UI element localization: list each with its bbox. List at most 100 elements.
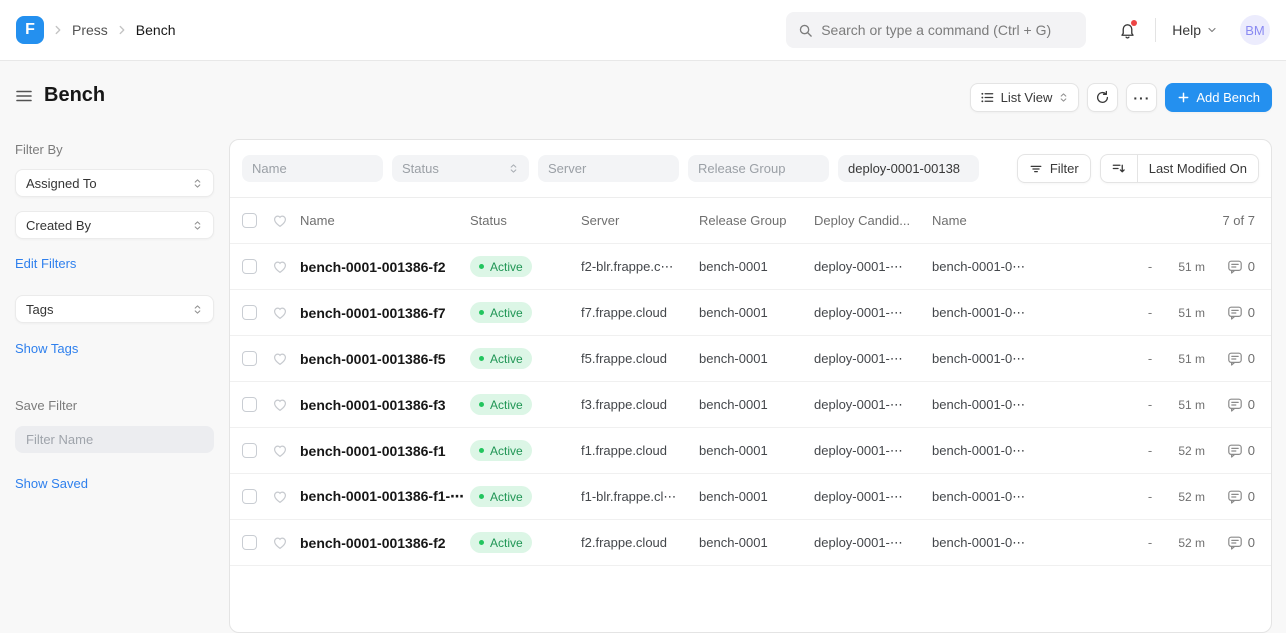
more-options-button[interactable]: ··· [1126, 83, 1158, 112]
help-menu[interactable]: Help [1172, 22, 1218, 38]
table-row[interactable]: bench-0001-001386-f3 Active f3.frappe.cl… [230, 382, 1271, 428]
sort-control[interactable]: Last Modified On [1099, 154, 1259, 183]
table-row[interactable]: bench-0001-001386-f5 Active f5.frappe.cl… [230, 336, 1271, 382]
toolbar: List View ··· Add Bench [229, 83, 1272, 112]
status-dot-icon [479, 448, 484, 453]
deploy-candidate-cell: deploy-0001-⋯ [814, 442, 903, 458]
favorite-icon[interactable] [272, 489, 300, 505]
chevron-right-icon [51, 23, 65, 37]
list-view-icon [980, 90, 995, 105]
column-name-2: Name [932, 213, 967, 228]
bench-name: bench-0001-001386-f2 [300, 534, 446, 551]
row-count: 7 of 7 [1222, 213, 1255, 228]
show-saved-link[interactable]: Show Saved [15, 476, 88, 491]
sidebar: Bench Filter By Assigned To Created By E… [0, 61, 229, 633]
favorite-icon[interactable] [272, 351, 300, 367]
refresh-button[interactable] [1087, 83, 1119, 112]
server-cell: f5.frappe.cloud [581, 351, 668, 366]
sidebar-toggle-icon[interactable] [15, 87, 33, 105]
user-avatar[interactable]: BM [1240, 15, 1270, 45]
row-checkbox[interactable] [242, 489, 257, 504]
release-group-cell: bench-0001 [699, 259, 768, 274]
server-filter-input[interactable]: Server [538, 155, 679, 182]
chevron-updown-icon [508, 163, 519, 174]
tags-select[interactable]: Tags [15, 295, 214, 323]
status-dot-icon [479, 264, 484, 269]
filter-button[interactable]: Filter [1016, 154, 1091, 183]
assigned-cell: - [1147, 535, 1153, 550]
filter-lines-icon [1029, 162, 1043, 176]
status-filter-select[interactable]: Status [392, 155, 529, 182]
modified-cell: 51 m [1178, 305, 1205, 320]
server-cell: f1.frappe.cloud [581, 443, 668, 458]
release-group-cell: bench-0001 [699, 351, 768, 366]
deploy-candidate-filter-input[interactable]: deploy-0001-00138 [838, 155, 979, 182]
breadcrumb-bench[interactable]: Bench [135, 22, 176, 38]
row-checkbox[interactable] [242, 351, 257, 366]
name-filter-input[interactable]: Name [242, 155, 383, 182]
table-row[interactable]: bench-0001-001386-f2 Active f2.frappe.cl… [230, 520, 1271, 566]
plus-icon [1177, 91, 1190, 104]
status-dot-icon [479, 540, 484, 545]
column-status: Status [470, 213, 507, 228]
comments-cell: 0 [1209, 489, 1255, 505]
bench-list-card: Name Status Server Release Group deploy-… [229, 139, 1272, 633]
assigned-to-select[interactable]: Assigned To [15, 169, 214, 197]
status-badge: Active [470, 532, 532, 553]
bench-name: bench-0001-001386-f5 [300, 350, 446, 367]
server-cell: f1-blr.frappe.cl⋯ [581, 488, 677, 504]
table-row[interactable]: bench-0001-001386-f7 Active f7.frappe.cl… [230, 290, 1271, 336]
modified-cell: 52 m [1178, 535, 1205, 550]
table-row[interactable]: bench-0001-001386-f1-⋯ Active f1-blr.fra… [230, 474, 1271, 520]
created-by-select[interactable]: Created By [15, 211, 214, 239]
filter-by-label: Filter By [15, 142, 63, 157]
search-placeholder: Search or type a command (Ctrl + G) [821, 22, 1052, 38]
bench-name: bench-0001-001386-f1 [300, 442, 446, 459]
comment-icon [1227, 489, 1243, 505]
release-group-cell: bench-0001 [699, 305, 768, 320]
edit-filters-link[interactable]: Edit Filters [15, 256, 77, 271]
row-checkbox[interactable] [242, 305, 257, 320]
search-input[interactable]: Search or type a command (Ctrl + G) [786, 12, 1087, 48]
row-checkbox[interactable] [242, 259, 257, 274]
table-row[interactable]: bench-0001-001386-f2 Active f2-blr.frapp… [230, 244, 1271, 290]
column-server: Server [581, 213, 620, 228]
status-dot-icon [479, 356, 484, 361]
chevron-updown-icon [1058, 92, 1069, 103]
favorite-icon[interactable] [272, 397, 300, 413]
chevron-updown-icon [192, 178, 203, 189]
row-checkbox[interactable] [242, 443, 257, 458]
show-tags-link[interactable]: Show Tags [15, 341, 79, 356]
add-bench-button[interactable]: Add Bench [1165, 83, 1272, 112]
server-cell: f2-blr.frappe.c⋯ [581, 258, 674, 274]
breadcrumb-press[interactable]: Press [72, 22, 108, 38]
chevron-down-icon [1206, 24, 1218, 36]
favorite-icon[interactable] [272, 535, 300, 551]
favorite-icon[interactable] [272, 443, 300, 459]
name2-cell: bench-0001-0⋯ [932, 304, 1026, 320]
row-checkbox[interactable] [242, 535, 257, 550]
favorite-icon[interactable] [272, 305, 300, 321]
column-release-group: Release Group [699, 213, 787, 228]
release-group-filter-input[interactable]: Release Group [688, 155, 829, 182]
deploy-candidate-cell: deploy-0001-⋯ [814, 258, 903, 274]
filter-name-placeholder: Filter Name [26, 432, 94, 447]
column-name: Name [300, 213, 335, 228]
release-group-cell: bench-0001 [699, 397, 768, 412]
refresh-icon [1095, 90, 1110, 105]
list-view-dropdown[interactable]: List View [969, 83, 1080, 112]
release-group-cell: bench-0001 [699, 535, 768, 550]
bench-name: bench-0001-001386-f2 [300, 258, 446, 275]
filter-name-input[interactable]: Filter Name [15, 426, 214, 453]
table-row[interactable]: bench-0001-001386-f1 Active f1.frappe.cl… [230, 428, 1271, 474]
sort-field-label: Last Modified On [1148, 161, 1247, 176]
comments-cell: 0 [1209, 397, 1255, 413]
select-all-checkbox[interactable] [242, 213, 257, 228]
favorite-icon[interactable] [272, 259, 300, 275]
notifications-button[interactable] [1118, 19, 1138, 40]
frappe-logo[interactable]: F [16, 16, 44, 44]
row-checkbox[interactable] [242, 397, 257, 412]
assigned-cell: - [1147, 259, 1153, 274]
list-filter-bar: Name Status Server Release Group deploy-… [230, 140, 1271, 198]
bench-name: bench-0001-001386-f1-⋯ [300, 488, 465, 504]
